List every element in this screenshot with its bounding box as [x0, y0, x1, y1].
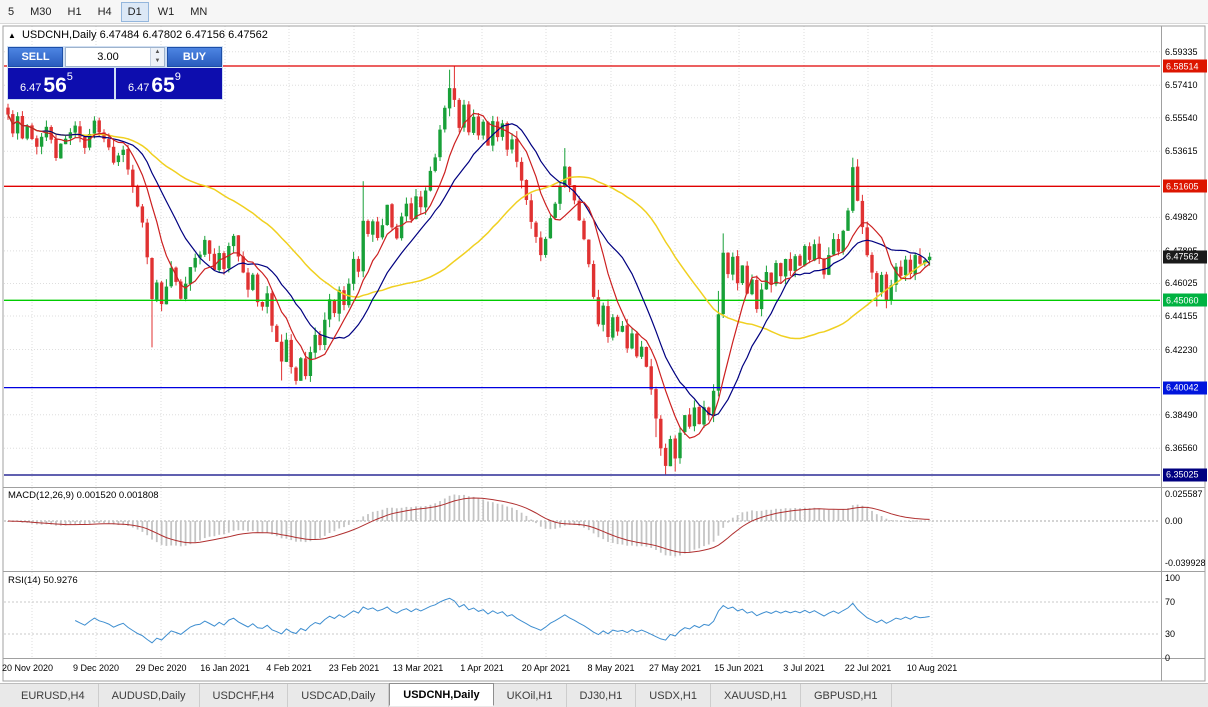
price-line-label: 6.45060	[1163, 293, 1207, 307]
price-axis-label: 6.46025	[1165, 278, 1198, 289]
ohlc-high: 6.47802	[142, 29, 183, 41]
macd-values: 0.001520 0.001808	[76, 490, 159, 501]
timeframe-button-h1[interactable]: H1	[67, 5, 82, 18]
rsi-value: 50.9276	[43, 575, 78, 586]
date-axis-label: 4 Feb 2021	[266, 663, 312, 673]
date-axis-label: 10 Aug 2021	[906, 663, 958, 673]
volume-down-icon[interactable]: ▼	[151, 57, 164, 66]
rsi-axis-label: 0	[1165, 653, 1171, 663]
chart-window-icon: ▲	[8, 31, 16, 40]
chart-tab-usdchf-h4[interactable]: USDCHF,H4	[200, 684, 289, 707]
chart-tab-eurusd-h4[interactable]: EURUSD,H4	[8, 684, 99, 707]
date-axis-label: 23 Feb 2021	[328, 663, 380, 673]
sell-price-pips: 56	[43, 74, 67, 97]
price-line-label: 6.51605	[1163, 179, 1207, 193]
volume-value[interactable]: 3.00	[97, 51, 119, 63]
macd-axis-label: 0.00	[1165, 516, 1183, 526]
price-line-label: 6.47562	[1163, 250, 1207, 264]
ohlc-open: 6.47484	[99, 29, 140, 41]
rsi-label: RSI(14) 50.9276	[8, 575, 78, 586]
chart-tab-ukoil-h1[interactable]: UKOil,H1	[494, 684, 567, 707]
chart-tab-dj30-h1[interactable]: DJ30,H1	[567, 684, 637, 707]
date-axis-label: 16 Jan 2021	[200, 663, 250, 673]
chart-tab-usdx-h1[interactable]: USDX,H1	[636, 684, 711, 707]
macd-axis-label: -0.039928	[1165, 557, 1206, 568]
macd-axis-label: 0.025587	[1165, 489, 1203, 500]
buy-price-int: 6.47	[128, 82, 150, 94]
chart-tab-usdcnh-daily[interactable]: USDCNH,Daily	[389, 683, 494, 706]
price-axis-label: 6.44155	[1165, 311, 1198, 322]
timeframe-button-m30[interactable]: M30	[30, 5, 52, 18]
date-axis-label: 22 Jul 2021	[844, 663, 892, 673]
price-axis-label: 6.53615	[1165, 146, 1198, 157]
price-axis-label: 6.36560	[1165, 443, 1198, 454]
chart-tab-audusd-daily[interactable]: AUDUSD,Daily	[99, 684, 200, 707]
volume-up-icon[interactable]: ▲	[151, 48, 164, 57]
timeframe-button-mn[interactable]: MN	[190, 5, 208, 18]
timeframe-button-5[interactable]: 5	[8, 5, 15, 18]
one-click-trading-panel: SELL 3.00 ▲ ▼ BUY 6.47 56 5 6.47 65 9	[7, 46, 223, 100]
timeframe-toolbar: 5 M30 H1 H4 D1 W1 MN	[0, 0, 1208, 24]
date-axis-label: 1 Apr 2021	[460, 663, 504, 673]
price-axis-label: 6.59335	[1165, 46, 1198, 57]
price-axis-label: 6.57410	[1165, 80, 1198, 91]
buy-button[interactable]: BUY	[167, 47, 222, 67]
rsi-axis-label: 70	[1165, 597, 1176, 607]
sell-price-int: 6.47	[20, 82, 42, 94]
chart-tab-xauusd-h1[interactable]: XAUUSD,H1	[711, 684, 801, 707]
date-axis-label: 27 May 2021	[648, 663, 702, 673]
buy-price-pips: 65	[151, 74, 175, 97]
symbol-period-label: USDCNH,Daily	[21, 29, 97, 41]
date-axis-label: 29 Dec 2020	[135, 663, 187, 673]
price-line-label: 6.35025	[1163, 468, 1207, 482]
buy-price-pipette: 9	[174, 71, 181, 83]
date-axis-label: 15 Jun 2021	[714, 663, 764, 673]
rsi-name: RSI(14)	[8, 575, 41, 586]
price-axis-label: 6.42230	[1165, 344, 1198, 355]
price-line-label: 6.40042	[1163, 381, 1207, 395]
buy-price-display[interactable]: 6.47 65 9	[116, 68, 222, 99]
rsi-axis-label: 30	[1165, 629, 1176, 639]
price-line-label: 6.58514	[1163, 59, 1207, 73]
date-axis-label: 8 May 2021	[587, 663, 635, 673]
sell-price-pipette: 5	[66, 71, 73, 83]
date-axis-label: 13 Mar 2021	[392, 663, 444, 673]
chart-title: ▲ USDCNH,Daily 6.47484 6.47802 6.47156 6…	[8, 29, 268, 41]
chart-tab-usdcad-daily[interactable]: USDCAD,Daily	[288, 684, 390, 707]
chart-tab-bar: EURUSD,H4 AUDUSD,Daily USDCHF,H4 USDCAD,Dai…	[0, 683, 1208, 707]
ohlc-low: 6.47156	[185, 29, 226, 41]
volume-input[interactable]: 3.00 ▲ ▼	[65, 47, 165, 67]
timeframe-button-d1[interactable]: D1	[120, 1, 149, 22]
price-axis-label: 6.38490	[1165, 409, 1198, 420]
rsi-axis-label: 100	[1165, 573, 1181, 583]
macd-label: MACD(12,26,9) 0.001520 0.001808	[8, 490, 159, 501]
timeframe-button-w1[interactable]: W1	[157, 5, 175, 18]
date-axis-label: 9 Dec 2020	[72, 663, 120, 673]
price-axis-label: 6.55540	[1165, 112, 1198, 123]
date-axis-label: 3 Jul 2021	[783, 663, 825, 673]
date-axis-label: 20 Nov 2020	[2, 663, 54, 673]
price-axis-label: 6.49820	[1165, 212, 1198, 223]
sell-price-display[interactable]: 6.47 56 5	[8, 68, 114, 99]
volume-stepper[interactable]: ▲ ▼	[150, 48, 164, 66]
timeframe-button-h4[interactable]: H4	[97, 5, 112, 18]
macd-name: MACD(12,26,9)	[8, 490, 74, 501]
date-axis-label: 20 Apr 2021	[521, 663, 571, 673]
ohlc-close: 6.47562	[228, 29, 268, 41]
chart-tab-gbpusd-h1[interactable]: GBPUSD,H1	[801, 684, 892, 707]
sell-button[interactable]: SELL	[8, 47, 63, 67]
